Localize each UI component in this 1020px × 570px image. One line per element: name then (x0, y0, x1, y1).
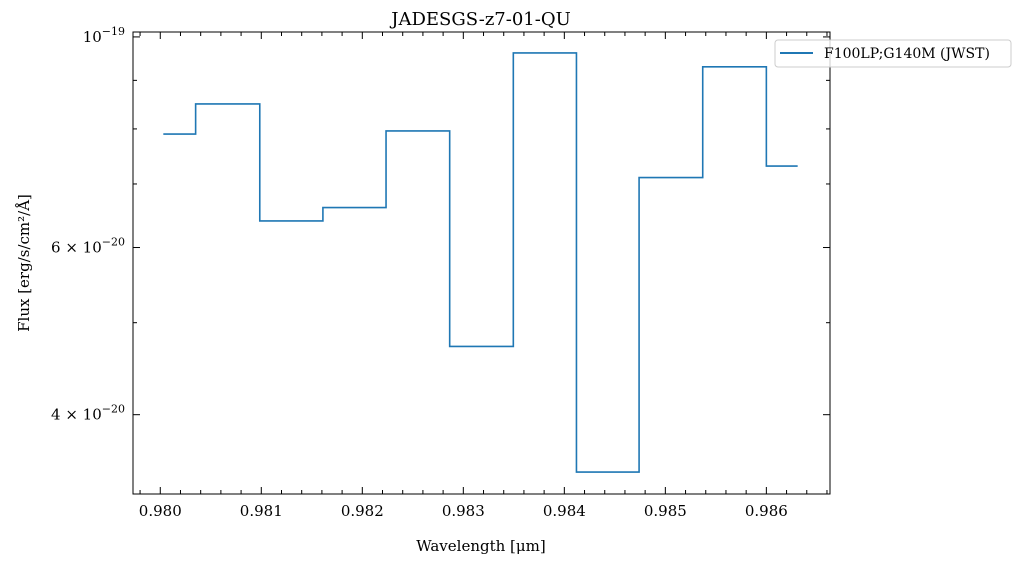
x-tick-label: 0.983 (442, 502, 485, 520)
y-tick-label: 6 × 10−20 (51, 236, 125, 257)
x-tick-label: 0.982 (341, 502, 384, 520)
x-tick-label: 0.986 (745, 502, 788, 520)
x-tick-label: 0.980 (139, 502, 182, 520)
legend: F100LP;G140M (JWST) (774, 39, 1012, 68)
x-tick-label: 0.985 (644, 502, 687, 520)
y-tick-label: 10−19 (83, 25, 125, 46)
x-tick-label: 0.981 (240, 502, 283, 520)
x-axis-label: Wavelength [μm] (416, 537, 545, 555)
legend-box (774, 39, 1012, 68)
legend-label: F100LP;G140M (JWST) (824, 46, 990, 62)
spectrum-step-line (163, 52, 798, 473)
y-tick-label: 4 × 10−20 (51, 403, 125, 424)
y-axis-label: Flux [erg/s/cm²/Å] (15, 194, 33, 332)
chart-title: JADESGS-z7-01-QU (389, 9, 571, 30)
axis-ticks: 0.980 0.981 0.982 0.983 0.984 0.985 0.986 10−19… (51, 25, 830, 520)
plot-frame (132, 31, 831, 495)
x-tick-label: 0.984 (543, 502, 586, 520)
series-group (163, 52, 798, 473)
